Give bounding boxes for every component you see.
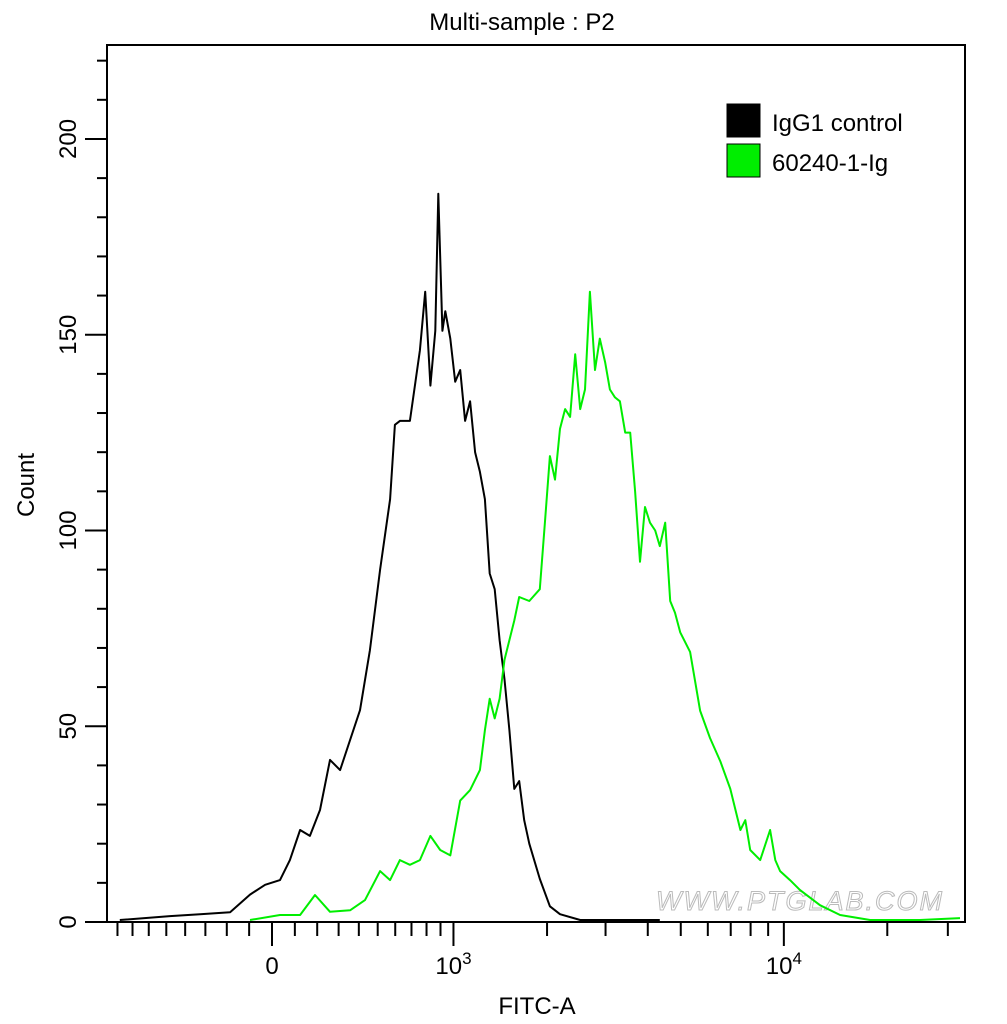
x-axis: 0 103 104 <box>107 921 965 980</box>
x-tick-label: 103 <box>435 949 471 980</box>
y-axis-label: Count <box>13 453 40 517</box>
x-tick-label: 0 <box>265 953 278 980</box>
y-tick-label: 100 <box>55 510 82 550</box>
legend-label-60240: 60240-1-Ig <box>772 150 888 177</box>
y-axis: 0 50 100 150 200 <box>55 59 107 929</box>
y-tick-label: 150 <box>55 315 82 355</box>
series-line-2 <box>249 290 961 921</box>
y-tick-label: 0 <box>55 915 82 928</box>
y-tick-label: 200 <box>55 119 82 159</box>
y-tick-label: 50 <box>55 713 82 740</box>
x-axis-label: FITC-A <box>498 993 575 1020</box>
watermark: WWW.PTGLAB.COM <box>656 886 944 916</box>
chart-title: Multi-sample : P2 <box>429 9 614 36</box>
x-tick-label: 104 <box>766 949 802 980</box>
series-line-1 <box>119 192 660 921</box>
legend-label-igg1: IgG1 control <box>772 110 903 137</box>
legend: IgG1 control 60240-1-Ig <box>726 103 903 178</box>
curves <box>119 192 961 921</box>
legend-swatch-igg1 <box>726 103 761 138</box>
legend-swatch-60240 <box>726 143 761 178</box>
